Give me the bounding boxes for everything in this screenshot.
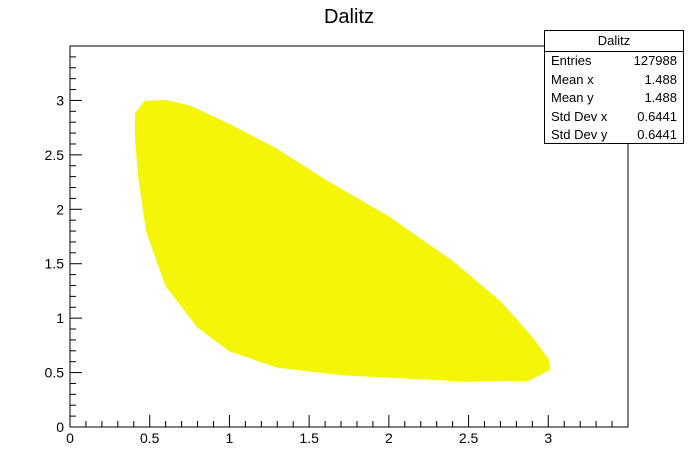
x-tick-label: 1: [226, 430, 234, 446]
stats-value: 1.488: [644, 90, 677, 105]
stats-row-mean-y: Mean y 1.488: [545, 89, 683, 108]
stats-value: 0.6441: [637, 108, 677, 124]
stats-label: Mean x: [551, 71, 594, 87]
x-tick-label: 0.5: [140, 430, 160, 446]
dalitz-region: [134, 99, 551, 382]
stats-value: 127988: [633, 53, 677, 68]
stats-value: 0.6441: [637, 127, 677, 142]
stats-label: Std Dev x: [551, 108, 608, 124]
y-tick-label: 2: [56, 201, 64, 217]
stats-row-entries: Entries 127988: [545, 52, 683, 71]
stats-label: Std Dev y: [551, 127, 608, 142]
stats-row-std-dev-x: Std Dev x 0.6441: [545, 108, 683, 127]
y-tick-label: 0.5: [45, 365, 65, 381]
x-tick-label: 0: [66, 430, 74, 446]
x-tick-label: 2.5: [459, 430, 479, 446]
x-tick-label: 2: [385, 430, 393, 446]
y-tick-label: 1.5: [45, 256, 65, 272]
x-tick-label: 1.5: [299, 430, 319, 446]
plot-frame: [69, 45, 629, 428]
y-tick-label: 0: [56, 419, 64, 435]
y-tick-label: 1: [56, 310, 64, 326]
y-tick-label: 2.5: [45, 147, 65, 163]
y-tick-label: 3: [56, 92, 64, 108]
x-tick-label: 3: [544, 430, 552, 446]
stats-box: Dalitz Entries 127988 Mean x 1.488 Mean …: [544, 30, 684, 144]
stats-label: Mean y: [551, 90, 594, 105]
stats-box-title: Dalitz: [545, 31, 683, 52]
stats-label: Entries: [551, 53, 592, 68]
chart-title: Dalitz: [323, 6, 374, 28]
stats-row-std-dev-y: Std Dev y 0.6441: [545, 126, 683, 145]
stats-row-mean-x: Mean x 1.488: [545, 71, 683, 90]
stats-value: 1.488: [644, 71, 677, 87]
